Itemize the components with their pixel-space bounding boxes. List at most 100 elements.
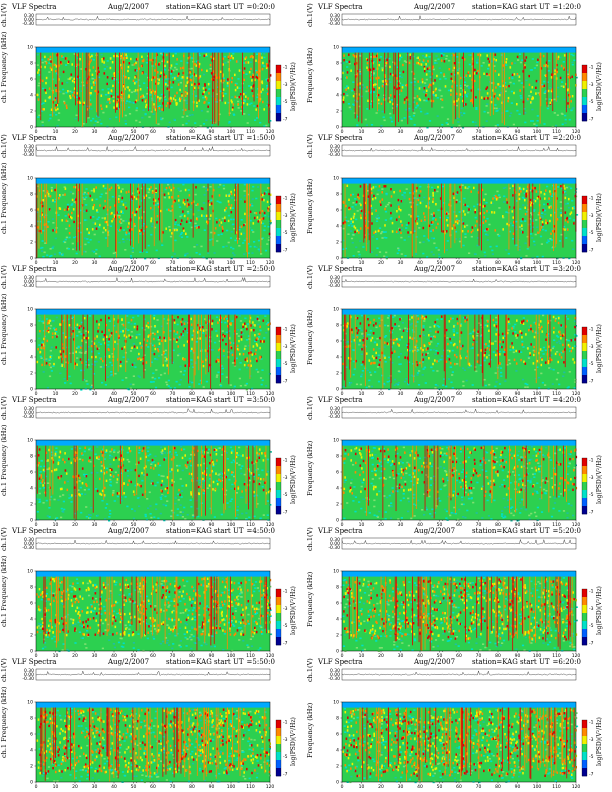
ts-trace (341, 278, 577, 283)
spectrogram-cell (390, 118, 393, 120)
spectrogram-cell (372, 348, 375, 351)
spectrogram-cell (390, 217, 393, 219)
spectrogram-cell (58, 112, 61, 114)
spectrogram-cell (105, 192, 108, 195)
spectrogram-cell (259, 377, 263, 379)
spectrogram-cell (470, 235, 473, 238)
spectrogram-cell (422, 327, 425, 329)
spectrogram-cell (240, 232, 243, 236)
spectrogram-cell (402, 329, 405, 332)
spectrogram-cell (261, 379, 264, 382)
spectrogram-cell (148, 116, 151, 118)
spectrogram-cell (61, 343, 64, 346)
spectrogram-cell (358, 70, 361, 73)
spectrogram-cell (357, 115, 360, 118)
spectrogram-cell (453, 62, 456, 65)
spectrogram-cell (252, 185, 255, 188)
spectrogram-cell (49, 366, 52, 369)
spectrogram-cell (103, 61, 105, 64)
spectrogram-cell (97, 216, 101, 219)
spectrogram-cell (128, 62, 131, 65)
spectrogram-cell (38, 74, 41, 76)
sferic-streak (259, 52, 261, 103)
spectrogram-cell (468, 252, 471, 254)
spectrogram-cell (476, 237, 479, 239)
spectrogram-cell (58, 90, 61, 93)
spectrogram-cell (142, 96, 145, 99)
sferic-streak (133, 183, 134, 248)
spectrogram-cell (90, 103, 92, 106)
spectrogram-cell (199, 125, 202, 127)
spectrogram-cell (124, 337, 127, 339)
spectrogram-cell (107, 365, 110, 368)
spectrogram-cell (217, 348, 220, 352)
spectrogram-cell (424, 382, 427, 384)
spectrogram-cell (177, 187, 180, 190)
spectrogram-top-band (342, 309, 576, 315)
spectrogram-cell (74, 326, 77, 329)
spectrogram-cell (175, 68, 178, 71)
spectrogram-cell (79, 101, 82, 104)
spectrogram-cell (562, 85, 565, 88)
spectrogram-cell (567, 386, 570, 388)
spectrogram-cell (127, 358, 130, 361)
spectrogram-cell (84, 387, 87, 390)
spectrogram-cell (354, 226, 357, 230)
spectrogram-cell (45, 362, 48, 365)
spectrogram-cell (122, 220, 125, 222)
start-time: =1:20:0 (552, 3, 581, 11)
spectrogram-cell (263, 52, 266, 55)
spectrogram-cell (36, 185, 39, 188)
spectrogram-cell (141, 99, 144, 102)
spectrogram-cell (368, 385, 371, 388)
spectrogram-cell (228, 121, 231, 123)
spectrogram-cell (218, 218, 221, 222)
spectrogram-cell (130, 91, 133, 94)
y-tick-label: 8 (336, 61, 339, 67)
spectrogram-cell (519, 333, 522, 336)
spectrogram-cell (379, 358, 381, 362)
spectrogram-cell (393, 95, 396, 98)
spectrogram-cell (558, 340, 561, 342)
sferic-streak (144, 183, 146, 249)
spectrogram-cell (66, 81, 69, 84)
spectrogram-cell (255, 197, 258, 200)
spectrogram-cell (553, 326, 555, 330)
spectrogram-cell (249, 203, 252, 207)
spectrogram-cell (173, 76, 176, 78)
spectrogram-cell (455, 355, 458, 359)
spectrogram-cell (124, 249, 127, 251)
spectrogram-cell (514, 323, 517, 326)
spectrogram-cell (146, 187, 149, 190)
spectrogram (342, 309, 578, 391)
spectrogram-cell (401, 194, 404, 196)
sferic-streak (368, 183, 370, 241)
spectrogram-cell (518, 113, 521, 115)
spectrogram-cell (490, 82, 494, 84)
spectrogram-cell (145, 58, 149, 61)
spectrogram-cell (458, 240, 462, 243)
spectrogram-cell (264, 315, 267, 317)
spectrogram-cell (356, 210, 359, 212)
spectrogram-cell (88, 231, 90, 234)
spectrogram-cell (435, 330, 437, 334)
spectrogram-cell (54, 332, 57, 335)
spectrogram-cell (96, 209, 98, 212)
spectrogram-cell (134, 366, 137, 368)
spectrogram-cell (548, 335, 551, 337)
spectrogram-cell (403, 101, 406, 104)
spectrogram-cell (544, 65, 547, 68)
spectrogram-cell (94, 82, 97, 84)
spectrogram-cell (227, 61, 230, 63)
spectrogram-cell (183, 214, 186, 218)
spectrogram-cell (154, 386, 158, 389)
spectrogram-cell (549, 349, 552, 352)
spectrogram-cell (561, 187, 564, 190)
spectrogram-cell (221, 367, 224, 370)
spectrogram-cell (434, 62, 437, 64)
spectrogram-cell (223, 55, 226, 58)
spectrogram-cell (191, 114, 194, 116)
colorbar-tick-label: -3 (589, 82, 594, 88)
spectrogram-cell (163, 193, 166, 196)
spectrogram-cell (243, 67, 246, 70)
